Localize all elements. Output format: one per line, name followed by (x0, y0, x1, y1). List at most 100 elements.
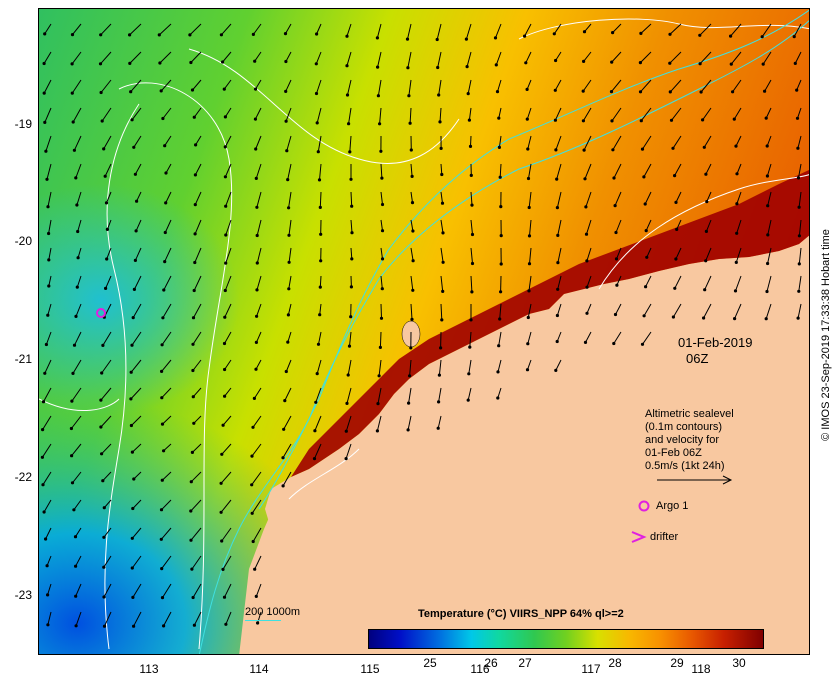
velocity-arrow (529, 247, 532, 264)
velocity-arrow-head (315, 121, 319, 125)
velocity-arrow (499, 163, 502, 178)
velocity-arrow-head (556, 261, 560, 265)
velocity-arrow (256, 303, 262, 317)
velocity-arrow-head (640, 342, 645, 346)
velocity-arrow (132, 583, 142, 598)
velocity-arrow-head (46, 205, 50, 209)
velocity-arrow-head (43, 371, 47, 375)
velocity-arrow-head (699, 90, 703, 94)
velocity-arrow (316, 23, 322, 35)
velocity-arrow-head (346, 373, 350, 377)
velocity-arrow-head (525, 117, 529, 121)
velocity-arrow-head (70, 399, 74, 403)
velocity-arrow (285, 51, 292, 62)
velocity-arrow-head (250, 483, 254, 487)
velocity-arrow (163, 275, 172, 291)
velocity-arrow-head (763, 89, 767, 93)
velocity-arrow (766, 135, 772, 147)
velocity-arrow (645, 219, 652, 231)
velocity-arrow (225, 611, 232, 625)
velocity-arrow-head (191, 395, 195, 399)
velocity-arrow (71, 443, 82, 457)
velocity-arrow (556, 191, 562, 208)
velocity-arrow-head (441, 289, 445, 293)
velocity-arrow (165, 163, 172, 174)
velocity-arrow (612, 23, 622, 33)
velocity-arrow-head (102, 147, 106, 151)
velocity-arrow (732, 79, 742, 93)
velocity-arrow-head (70, 454, 74, 458)
legend-line: 0.5m/s (1kt 24h) (645, 460, 725, 472)
velocity-arrow-head (436, 426, 440, 430)
velocity-arrow (765, 303, 772, 319)
velocity-arrow (224, 275, 232, 291)
velocity-arrow (616, 275, 622, 286)
velocity-arrow (527, 359, 532, 370)
velocity-arrow (466, 51, 472, 67)
velocity-arrow-head (190, 567, 194, 571)
velocity-arrow-head (159, 89, 163, 93)
velocity-arrow (438, 359, 442, 376)
velocity-arrow (72, 359, 82, 374)
velocity-arrow (583, 51, 592, 62)
velocity-arrow (223, 79, 232, 90)
velocity-arrow-head (129, 90, 133, 94)
velocity-arrow (103, 583, 112, 598)
velocity-arrow-head (407, 94, 411, 98)
velocity-arrow-head (555, 339, 559, 344)
velocity-arrow (645, 275, 652, 287)
velocity-arrow (410, 303, 413, 320)
velocity-arrow-head (188, 33, 192, 37)
velocity-arrow-head (376, 402, 380, 406)
velocity-arrow (72, 23, 82, 35)
velocity-arrow (316, 359, 322, 374)
velocity-arrow-head (349, 285, 353, 289)
y-axis-label: -23 (14, 588, 32, 602)
velocity-arrow-head (164, 201, 168, 205)
velocity-arrow (611, 51, 622, 63)
velocity-arrow-head (703, 288, 707, 292)
velocity-arrow (100, 387, 112, 401)
velocity-arrow-head (470, 232, 475, 237)
velocity-arrow-head (350, 257, 354, 261)
velocity-arrow (44, 23, 52, 35)
velocity-arrow (699, 23, 712, 36)
velocity-arrow-head (255, 314, 259, 318)
velocity-arrow (319, 275, 322, 288)
velocity-arrow-head (224, 233, 228, 237)
velocity-arrow (797, 107, 802, 119)
velocity-arrow (380, 247, 383, 259)
velocity-arrow-head (192, 288, 196, 293)
velocity-arrow-head (640, 147, 645, 151)
velocity-arrow-head (611, 148, 615, 152)
velocity-arrow (190, 471, 202, 483)
velocity-arrow-head (189, 538, 193, 542)
velocity-arrow (497, 79, 502, 92)
velocity-arrow (251, 499, 262, 514)
velocity-arrow-head (193, 232, 197, 236)
velocity-arrow (615, 303, 622, 315)
velocity-arrow-head (131, 595, 135, 600)
velocity-arrow (256, 219, 262, 236)
velocity-arrow (586, 303, 592, 314)
velocity-arrow (316, 79, 322, 94)
velocity-arrow-head (130, 343, 134, 347)
legend-line: 01-Feb 06Z (645, 447, 702, 459)
velocity-arrow-head (581, 89, 585, 93)
velocity-arrow-head (160, 369, 164, 373)
velocity-arrow (131, 555, 142, 569)
velocity-arrow-head (69, 426, 73, 431)
velocity-arrow (797, 303, 802, 319)
velocity-arrow (282, 471, 292, 487)
velocity-arrow (43, 387, 52, 402)
velocity-arrow (762, 51, 772, 65)
velocity-arrow-head (44, 342, 48, 347)
velocity-arrow-head (405, 37, 410, 41)
velocity-arrow-head (380, 257, 385, 261)
velocity-arrow-head (47, 258, 51, 262)
velocity-arrow (71, 51, 82, 65)
velocity-arrow-head (317, 178, 322, 182)
velocity-arrow-head (702, 145, 706, 149)
velocity-arrow (221, 443, 232, 455)
velocity-arrow-head (315, 372, 319, 376)
